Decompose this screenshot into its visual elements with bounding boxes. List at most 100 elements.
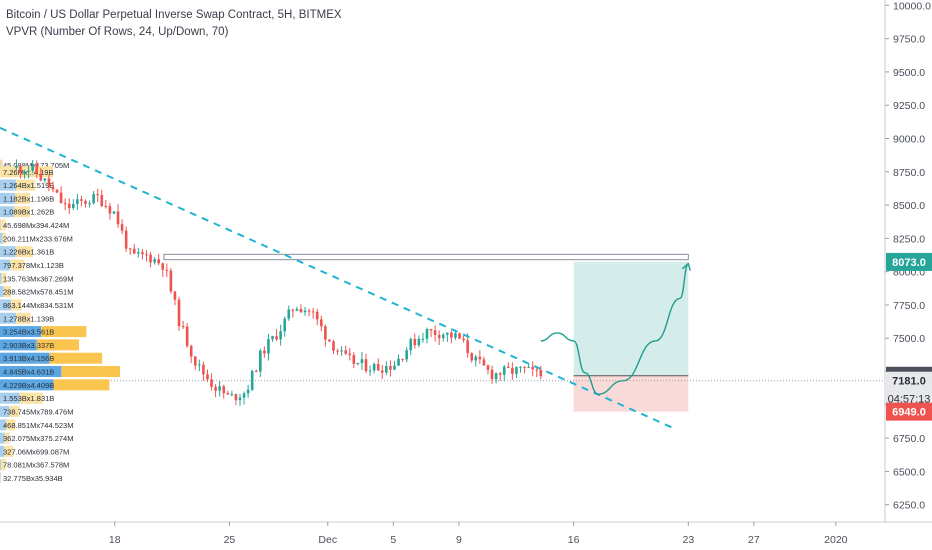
y-tick-label: 9500.0	[893, 67, 925, 79]
candle-body	[157, 259, 160, 264]
volume-profile-bar-down	[10, 259, 25, 271]
candle-body	[242, 393, 246, 398]
candle-body	[364, 359, 368, 372]
y-tick-label: 6750.0	[893, 433, 925, 445]
candle-body	[421, 338, 425, 340]
candle-body	[92, 194, 95, 204]
candle-body	[531, 366, 535, 370]
volume-profile-bar-up	[0, 366, 62, 378]
candle-body	[303, 310, 307, 313]
candle-body	[295, 309, 299, 311]
volume-profile-label: 288.582Mx578.451M	[3, 288, 73, 297]
resistance-band	[163, 253, 689, 261]
volume-profile-bar-down	[41, 326, 87, 338]
candle-body	[458, 333, 461, 339]
volume-profile-bar-up	[0, 419, 6, 431]
volume-profile-label: 32.775Bx35.934B	[3, 474, 63, 483]
candle-body	[523, 366, 526, 368]
target-price-tag: 8073.0	[892, 257, 926, 269]
candle-body	[425, 328, 429, 339]
volume-profile-bar-up	[0, 459, 1, 471]
volume-profile-bar-down	[13, 206, 30, 218]
candle-body	[324, 326, 327, 340]
volume-profile-label: 3.913Bx4.156B	[3, 354, 54, 363]
candle-body	[104, 206, 108, 208]
candle-body	[214, 386, 217, 391]
candle-body	[279, 331, 282, 340]
candle-body	[437, 335, 441, 339]
volume-profile-label: 863.144Mx834.531M	[3, 301, 73, 310]
candle-body	[238, 397, 242, 401]
volume-profile-label: 206.211Mx233.676M	[3, 234, 73, 243]
candle-body	[283, 318, 287, 332]
volume-profile-bar-up	[0, 445, 5, 457]
volume-profile-label: 4.229Bx4.409B	[3, 381, 54, 390]
volume-profile-bar-up	[0, 379, 54, 391]
candle-body	[222, 386, 226, 394]
candle-body	[470, 353, 474, 361]
volume-profile-bar-up	[0, 259, 11, 271]
y-tick-label: 6250.0	[893, 500, 925, 512]
candle-body	[393, 365, 396, 370]
volume-profile-bar-down	[10, 299, 22, 311]
candle-body	[466, 340, 469, 354]
y-tick-label: 8750.0	[893, 167, 925, 179]
candle-body	[19, 165, 22, 173]
candle-body	[336, 350, 339, 352]
y-tick-label: 9000.0	[893, 133, 925, 145]
volume-profile-bar-up	[0, 232, 3, 244]
candle-body	[226, 393, 230, 395]
x-tick-label: Dec	[318, 534, 337, 546]
candle-body	[535, 369, 539, 371]
x-tick-label: 23	[682, 534, 694, 546]
candle-body	[291, 309, 295, 311]
volume-profile-bar-down	[14, 192, 31, 204]
volume-profile-bar-down	[4, 432, 10, 444]
volume-profile-label: 3.254Bx3.561B	[3, 328, 54, 337]
candle-body	[263, 350, 266, 354]
candle-body	[27, 170, 30, 173]
candle-body	[389, 365, 392, 370]
projection-arrowhead	[681, 262, 692, 271]
volume-profile-bar-up	[0, 206, 14, 218]
chart-title: Bitcoin / US Dollar Perpetual Inverse Sw…	[6, 9, 342, 21]
candle-body	[112, 211, 116, 214]
candle-body	[177, 299, 181, 327]
volume-profile-bar-down	[19, 392, 43, 404]
candle-body	[352, 355, 356, 364]
candle-body	[450, 332, 453, 338]
volume-profile-label: 1.264Bx1.519B	[3, 181, 54, 190]
volume-profile-bar-down	[2, 232, 6, 244]
candle-body	[319, 319, 323, 327]
trendline	[0, 126, 673, 429]
volume-profile-bar-up	[0, 159, 1, 171]
candle-body	[149, 254, 152, 263]
previous-close-tag-bg	[886, 371, 932, 390]
volume-profile-bar-down	[0, 159, 3, 171]
candle-body	[356, 363, 360, 365]
y-tick-label: 8250.0	[893, 233, 925, 245]
candle-body	[116, 211, 120, 225]
candle-body	[198, 364, 201, 366]
stop-zone	[573, 375, 689, 412]
candle-body	[15, 165, 18, 168]
candle-body	[474, 356, 478, 361]
volume-profile-bar-up	[0, 405, 10, 417]
candle-body	[96, 194, 99, 196]
projection-path	[540, 262, 690, 395]
candle-body	[413, 338, 417, 346]
candle-body	[137, 252, 140, 254]
volume-profile-bar-up	[0, 392, 20, 404]
candle-body	[348, 353, 352, 356]
previous-close-tag: 7181.0	[892, 376, 926, 388]
volume-profile-label: 1.182Bx1.196B	[3, 194, 54, 203]
candle-body	[271, 336, 274, 340]
volume-profile-bar-up	[0, 192, 15, 204]
indicator-legend[interactable]: VPVR (Number Of Rows, 24, Up/Down, 70)	[6, 26, 229, 38]
candle-body	[446, 332, 449, 335]
volume-profile-label: 135.763Mx367.269M	[3, 274, 73, 283]
candle-body	[539, 370, 543, 377]
volume-profile-bar-up	[0, 432, 5, 444]
